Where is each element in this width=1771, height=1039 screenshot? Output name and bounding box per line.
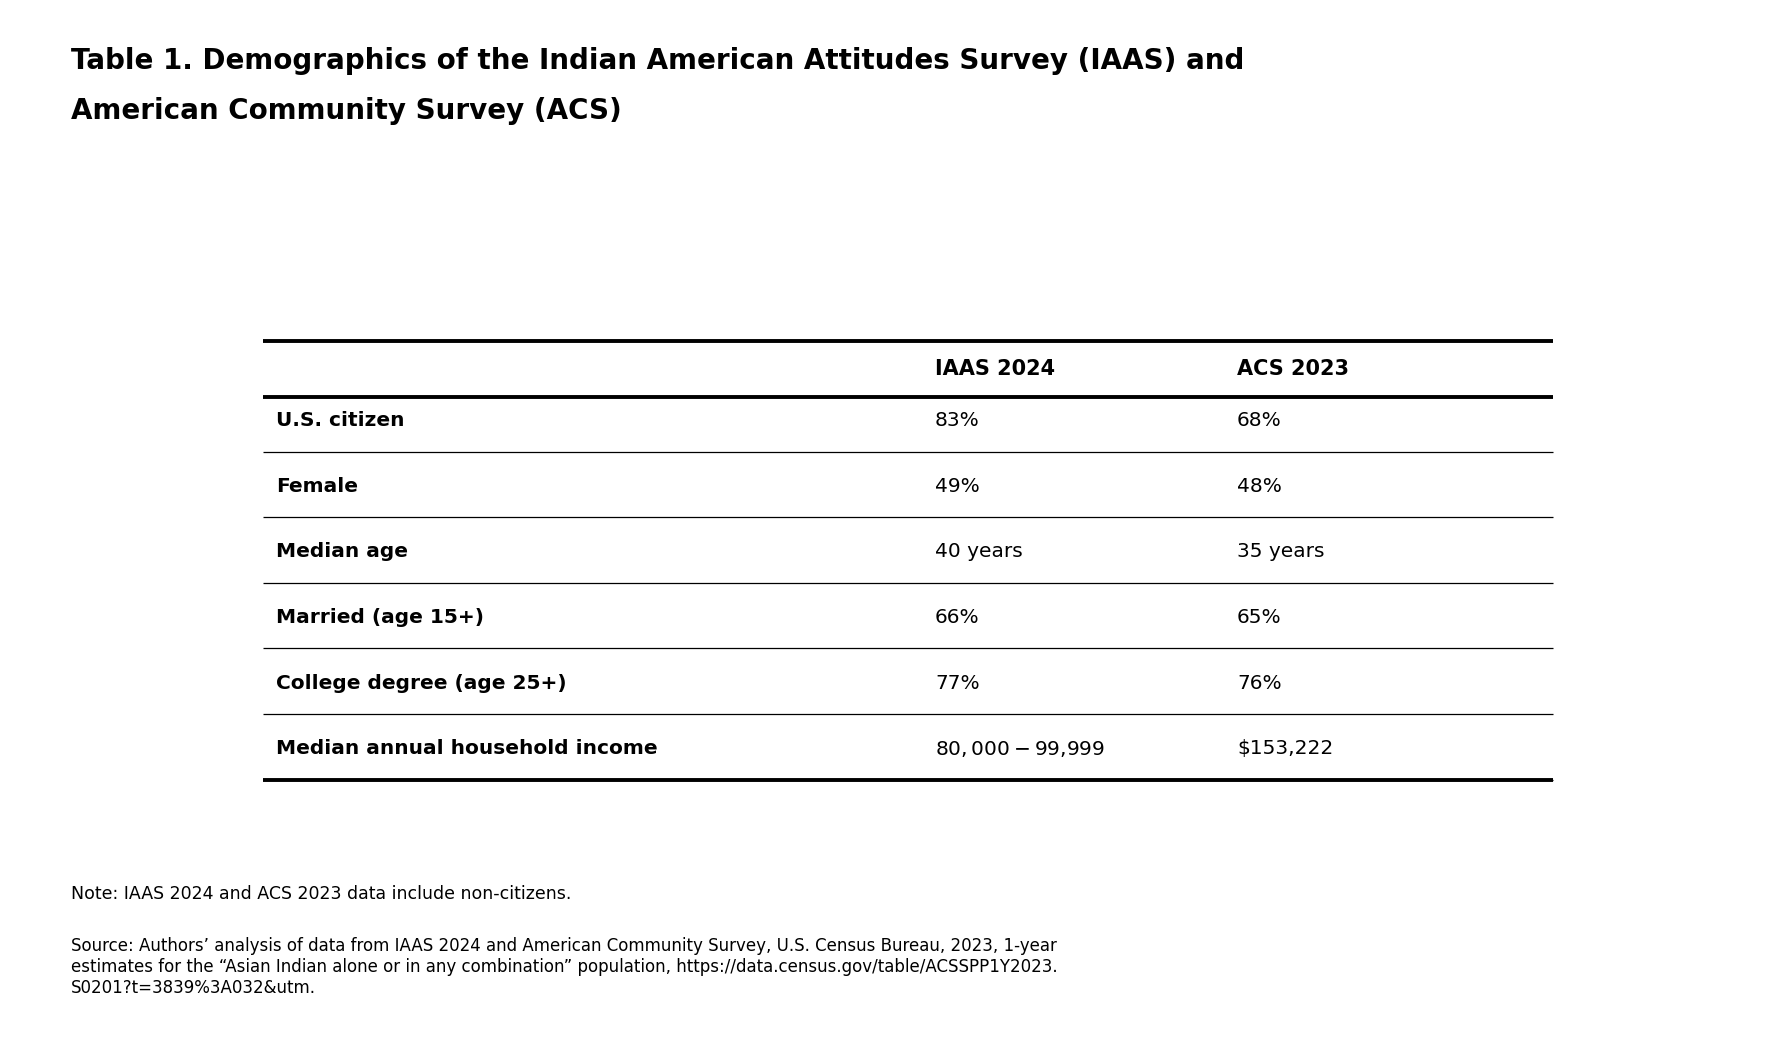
Text: 77%: 77%: [935, 673, 979, 693]
Text: Median age: Median age: [276, 542, 409, 561]
Text: ACS 2023: ACS 2023: [1238, 358, 1350, 378]
Text: U.S. citizen: U.S. citizen: [276, 411, 406, 430]
Text: Median annual household income: Median annual household income: [276, 739, 657, 758]
Text: Female: Female: [276, 477, 358, 496]
Text: College degree (age 25+): College degree (age 25+): [276, 673, 567, 693]
Text: Married (age 15+): Married (age 15+): [276, 608, 483, 627]
Text: 40 years: 40 years: [935, 542, 1024, 561]
Text: 76%: 76%: [1238, 673, 1282, 693]
Text: $153,222: $153,222: [1238, 739, 1334, 758]
Text: 68%: 68%: [1238, 411, 1282, 430]
Text: 66%: 66%: [935, 608, 979, 627]
Text: 49%: 49%: [935, 477, 979, 496]
Text: American Community Survey (ACS): American Community Survey (ACS): [71, 97, 622, 125]
Text: IAAS 2024: IAAS 2024: [935, 358, 1056, 378]
Text: Table 1. Demographics of the Indian American Attitudes Survey (IAAS) and: Table 1. Demographics of the Indian Amer…: [71, 47, 1245, 75]
Text: 48%: 48%: [1238, 477, 1282, 496]
Text: $80,000 - $99,999: $80,000 - $99,999: [935, 739, 1105, 758]
Text: Source: Authors’ analysis of data from IAAS 2024 and American Community Survey, : Source: Authors’ analysis of data from I…: [71, 937, 1057, 996]
Text: Note: IAAS 2024 and ACS 2023 data include non-citizens.: Note: IAAS 2024 and ACS 2023 data includ…: [71, 885, 572, 903]
Text: 83%: 83%: [935, 411, 979, 430]
Text: 65%: 65%: [1238, 608, 1282, 627]
Text: 35 years: 35 years: [1238, 542, 1325, 561]
